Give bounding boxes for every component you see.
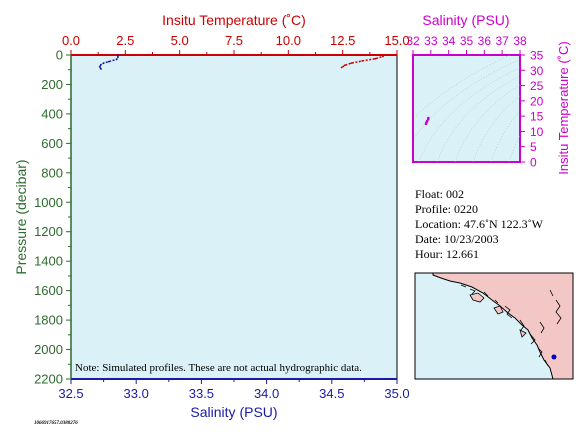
ts-point [427,116,430,120]
ts-plot-area [412,54,521,163]
location: Location: 47.6˚N 122.3˚W [415,217,544,231]
temperature-point [340,66,343,69]
float-info: Float: 002 Profile: 0220 Location: 47.6˚… [415,187,544,261]
pressure-tick-label: 2000 [34,342,63,357]
salinity-point [102,62,105,64]
salinity-tick-label: 35.0 [384,386,409,401]
pressure-tick-label: 2200 [34,372,63,387]
pressure-tick-label: 800 [41,165,63,180]
pressure-tick-label: 200 [41,77,63,92]
ts-salinity-axis-label: Salinity (PSU) [422,12,509,28]
ts-temperature-axis-label: Insitu Temperature (˚C) [556,41,571,174]
pressure-tick-label: 0 [56,48,63,63]
salinity-axis-label: Salinity (PSU) [190,404,277,420]
pressure-axis-label: Pressure (decibar) [13,159,29,274]
ts-temperature-tick-label: 25 [530,79,544,93]
salinity-point [115,58,118,61]
density-contours [413,55,520,162]
ts-salinity-tick-label: 33 [424,34,438,48]
ts-salinity-tick-label: 34 [442,34,456,48]
salinity-point [98,65,101,68]
hour: Hour: 12.661 [415,247,479,261]
ts-salinity-tick-label: 36 [478,34,492,48]
temperature-point [350,62,353,64]
ts-points [424,116,430,126]
temperature-tick-label: 0.0 [62,33,80,48]
ts-temperature-tick-label: 20 [530,94,544,108]
temperature-point [382,55,384,58]
salinity-point [107,60,110,63]
ts-temperature-tick-label: 0 [530,156,537,170]
temperature-tick-label: 2.5 [116,33,134,48]
data-note: Note: Simulated profiles. These are not … [75,362,362,374]
pressure-tick-label: 1600 [34,283,63,298]
pressure-tick-label: 1400 [34,254,63,269]
salinity-point [117,54,119,56]
date: Date: 10/23/2003 [415,232,499,246]
footer-id: 1066917657.0388276 [34,421,78,426]
salinity-tick-label: 34.5 [319,386,344,401]
profile-plot-area [70,54,398,380]
salinity-axis: 32.5 33.0 33.5 34.0 34.5 35.0 [58,378,410,401]
temperature-point [343,64,346,67]
float-id: Float: 002 [415,187,464,201]
temperature-axis-label: Insitu Temperature (˚C) [162,12,306,28]
temperature-tick-label: 10.0 [276,33,301,48]
salinity-point [100,68,102,70]
salinity-profile-line [98,55,119,70]
salinity-tick-label: 32.5 [58,386,83,401]
ts-temperature-tick-label: 15 [530,110,544,124]
profile-plot: 0.0 2.5 5.0 7.5 10.0 12.5 15.0 32.5 33.0 33.5 34.… [13,12,410,420]
profile-id: Profile: 0220 [415,202,478,216]
map-islands [469,292,527,338]
float-location-marker [551,354,557,360]
temperature-point [383,54,385,56]
temperature-tick-label: 5.0 [171,33,189,48]
ts-salinity-tick-label: 35 [460,34,474,48]
temperature-axis: 0.0 2.5 5.0 7.5 10.0 12.5 15.0 [62,33,410,56]
ts-salinity-axis: 32 33 34 35 36 37 38 [406,34,527,55]
ts-temperature-tick-label: 5 [530,140,537,154]
ts-temperature-tick-label: 10 [530,125,544,139]
pressure-tick-label: 1200 [34,224,63,239]
map-land [432,272,574,380]
salinity-tick-label: 33.5 [189,386,214,401]
map-coastline [460,284,562,367]
temperature-tick-label: 15.0 [384,33,409,48]
pressure-tick-label: 1800 [34,313,63,328]
salinity-point [100,63,102,66]
pressure-tick-label: 400 [41,106,63,121]
temperature-point [374,57,377,60]
temperature-point [361,60,364,62]
temperature-tick-label: 7.5 [225,33,243,48]
density-contour [454,84,520,162]
salinity-point [117,56,119,59]
pressure-axis: 0 200 400 600 800 1000 1200 1400 1600 1800 2000 220… [34,48,72,387]
ts-temperature-tick-label: 30 [530,64,544,78]
ts-salinity-tick-label: 37 [495,34,509,48]
pressure-tick-label: 600 [41,136,63,151]
salinity-tick-label: 33.0 [124,386,149,401]
ts-salinity-tick-label: 38 [513,34,527,48]
pressure-tick-label: 1000 [34,195,63,210]
ts-salinity-tick-label: 32 [406,34,420,48]
salinity-tick-label: 34.0 [254,386,279,401]
location-map [414,272,574,380]
temperature-tick-label: 12.5 [330,33,355,48]
ts-temperature-tick-label: 35 [530,49,544,63]
profile-series [98,54,385,70]
